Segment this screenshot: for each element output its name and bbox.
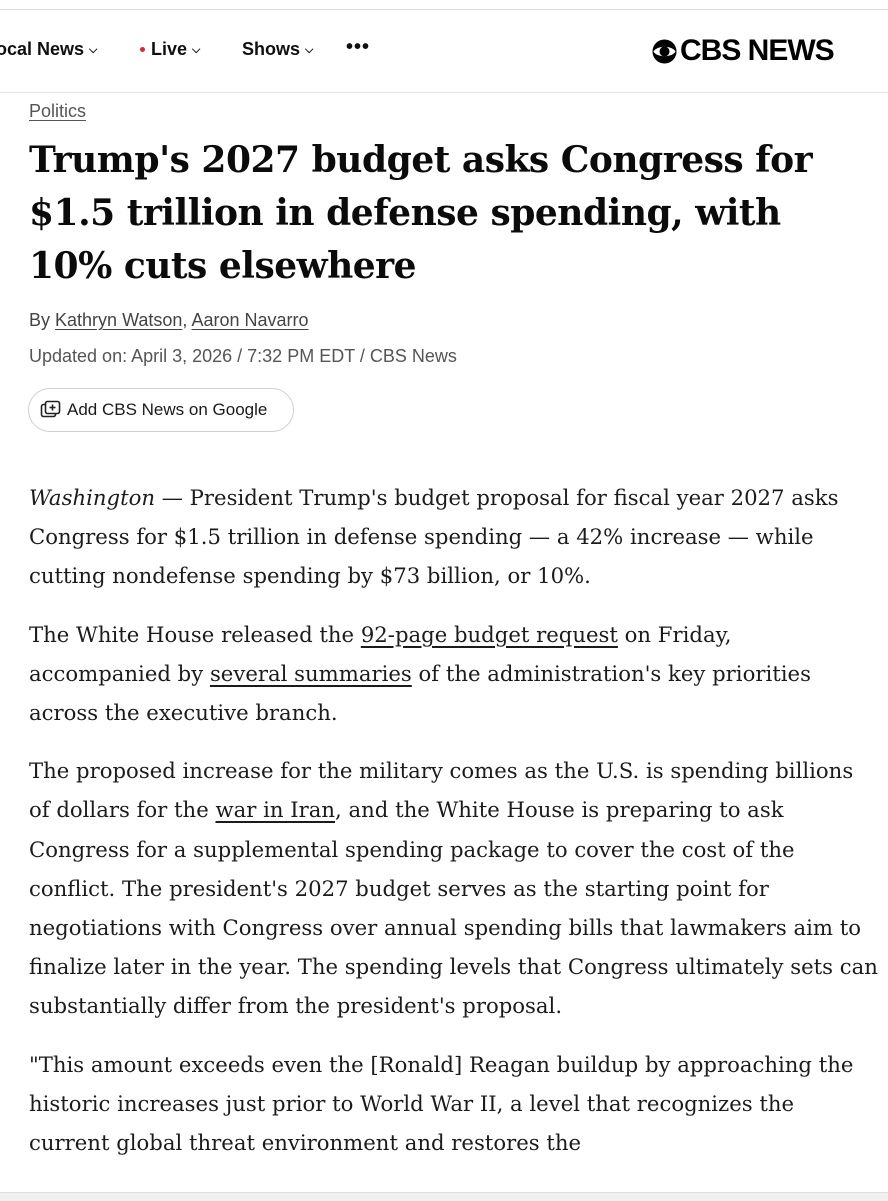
paragraph-1: Washington — President Trump's budget pr…: [29, 478, 879, 596]
add-cbs-on-google-button[interactable]: Add CBS News on Google: [28, 388, 294, 432]
paragraph-3: The proposed increase for the military c…: [29, 751, 879, 1025]
paragraph-2-text-b: on Friday, accompanied by: [29, 621, 732, 686]
paragraph-4: "This amount exceeds even the [Ronald] R…: [29, 1051, 854, 1156]
nav-live-label: Live: [151, 39, 188, 59]
author-link-aaron-navarro[interactable]: Aaron Navarro: [191, 310, 309, 330]
live-dot-icon: [140, 47, 145, 52]
link-budget-request[interactable]: 92-page budget request: [360, 621, 618, 647]
browser-top-edge: [0, 0, 888, 10]
dateline: Washington: [29, 485, 155, 510]
nav-live[interactable]: Live ⌵: [140, 39, 200, 60]
author-separator: ,: [182, 310, 188, 330]
article-body: Washington — President Trump's budget pr…: [29, 478, 879, 1181]
paragraph-2: The White House released the 92-page bud…: [29, 615, 879, 733]
byline: By Kathryn Watson, Aaron Navarro: [29, 310, 309, 331]
paragraph-2-text-a: The White House released the: [29, 621, 361, 647]
updated-timestamp: Updated on: April 3, 2026 / 7:32 PM EDT …: [29, 346, 457, 366]
top-navigation: ocal News ⌵ Live ⌵ Shows ⌵ ••• CBS NEWS: [0, 10, 888, 93]
link-war-in-iran[interactable]: war in Iran: [215, 797, 336, 823]
nav-shows-label: Shows: [242, 39, 301, 59]
cbs-news-logo[interactable]: CBS NEWS: [652, 33, 835, 69]
browser-bottom-edge: [0, 1192, 888, 1201]
paragraph-2-text-c: of the administration's key priorities a…: [29, 660, 811, 726]
section-link-politics[interactable]: Politics: [29, 101, 87, 121]
nav-local-news-label: ocal News: [0, 39, 85, 59]
cbs-eye-icon: [652, 38, 677, 64]
nav-shows[interactable]: Shows ⌵: [242, 39, 313, 60]
paragraph-1-text: — President Trump's budget proposal for …: [29, 485, 839, 589]
nav-local-news[interactable]: ocal News ⌵: [0, 39, 97, 60]
chevron-down-icon: ⌵: [192, 44, 201, 56]
byline-prefix: By: [29, 310, 51, 330]
link-several-summaries[interactable]: several summaries: [209, 660, 412, 686]
brand-wordmark: CBS NEWS: [680, 34, 835, 67]
paragraph-3-text-a: The proposed increase for the military c…: [29, 758, 854, 823]
chevron-down-icon: ⌵: [305, 44, 314, 56]
add-to-google-icon: [40, 400, 61, 418]
add-cbs-on-google-label: Add CBS News on Google: [67, 400, 268, 419]
author-link-kathryn-watson[interactable]: Kathryn Watson: [55, 310, 183, 330]
more-dots-icon[interactable]: •••: [346, 36, 371, 58]
article-headline: Trump's 2027 budget asks Congress for $1…: [29, 139, 813, 287]
paragraph-3-text-b: , and the White House is preparing to as…: [29, 797, 878, 1019]
chevron-down-icon: ⌵: [89, 44, 98, 56]
